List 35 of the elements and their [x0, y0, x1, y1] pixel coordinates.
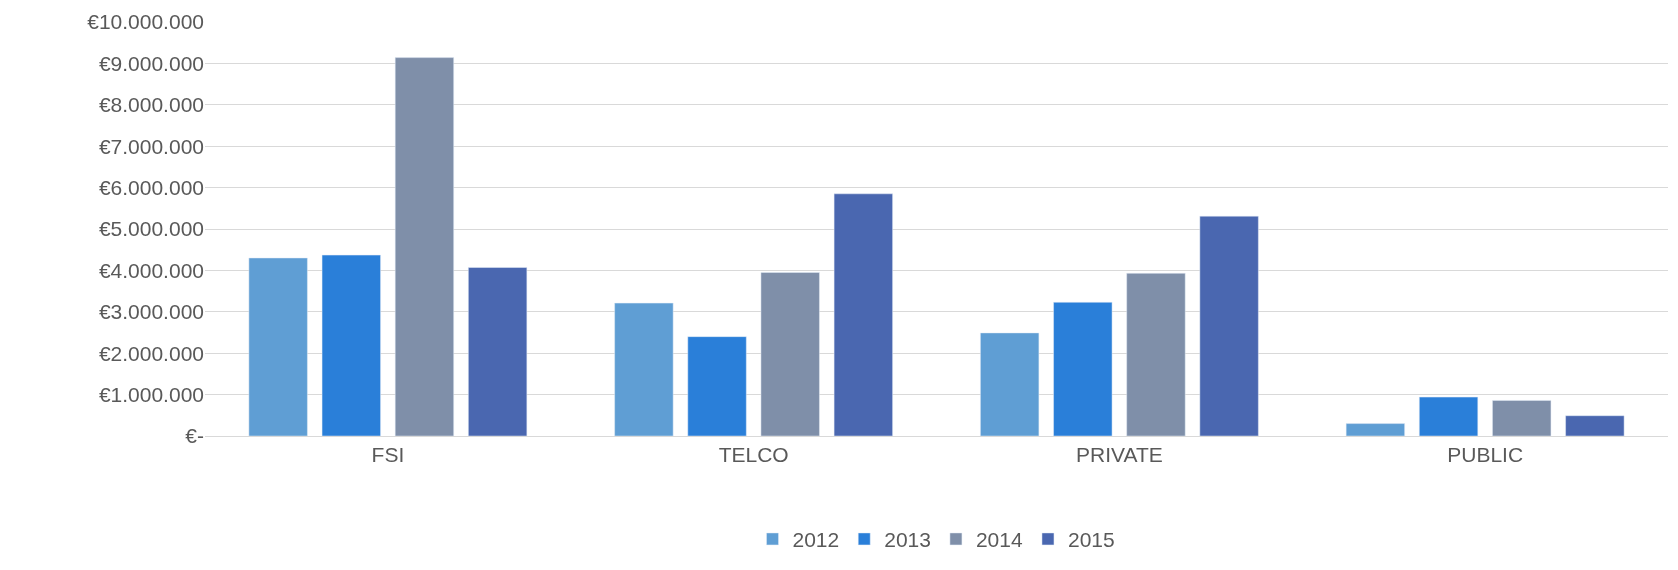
bar [394, 57, 454, 436]
bar [1419, 396, 1479, 436]
y-tick-label: €7.000.000 [98, 134, 204, 158]
y-tick-label: €4.000.000 [98, 258, 204, 282]
bar [321, 254, 381, 436]
bar [1126, 273, 1186, 436]
y-tick-label: €2.000.000 [98, 341, 204, 365]
bar [1492, 400, 1552, 436]
bar [687, 336, 747, 436]
bar [248, 257, 308, 436]
bar [760, 272, 820, 436]
y-tick-label: €1.000.000 [98, 382, 204, 406]
legend-label: 2012 [792, 528, 840, 552]
y-tick-label: €5.000.000 [98, 217, 204, 241]
bar [833, 193, 893, 436]
x-tick-label: FSI [371, 443, 405, 467]
bar [1053, 302, 1113, 436]
y-tick-label: €6.000.000 [98, 175, 204, 199]
legend-label: 2013 [884, 528, 931, 552]
legend-label: 2015 [1067, 528, 1115, 552]
bar [614, 302, 674, 436]
y-tick-label: €8.000.000 [98, 93, 204, 117]
bar [1565, 415, 1625, 436]
x-tick-label: PUBLIC [1447, 443, 1524, 467]
y-tick-label: €3.000.000 [98, 300, 204, 324]
x-tick-label: PRIVATE [1076, 443, 1163, 467]
y-tick-label: €9.000.000 [98, 51, 204, 75]
y-tick-label: €- [185, 424, 204, 448]
bar [468, 267, 528, 436]
x-tick-label: TELCO [718, 443, 789, 467]
bar [1199, 215, 1259, 436]
legend-label: 2014 [975, 528, 1023, 552]
y-tick-label: €10.000.000 [87, 10, 204, 34]
bar [1345, 423, 1405, 436]
bar [980, 332, 1040, 436]
